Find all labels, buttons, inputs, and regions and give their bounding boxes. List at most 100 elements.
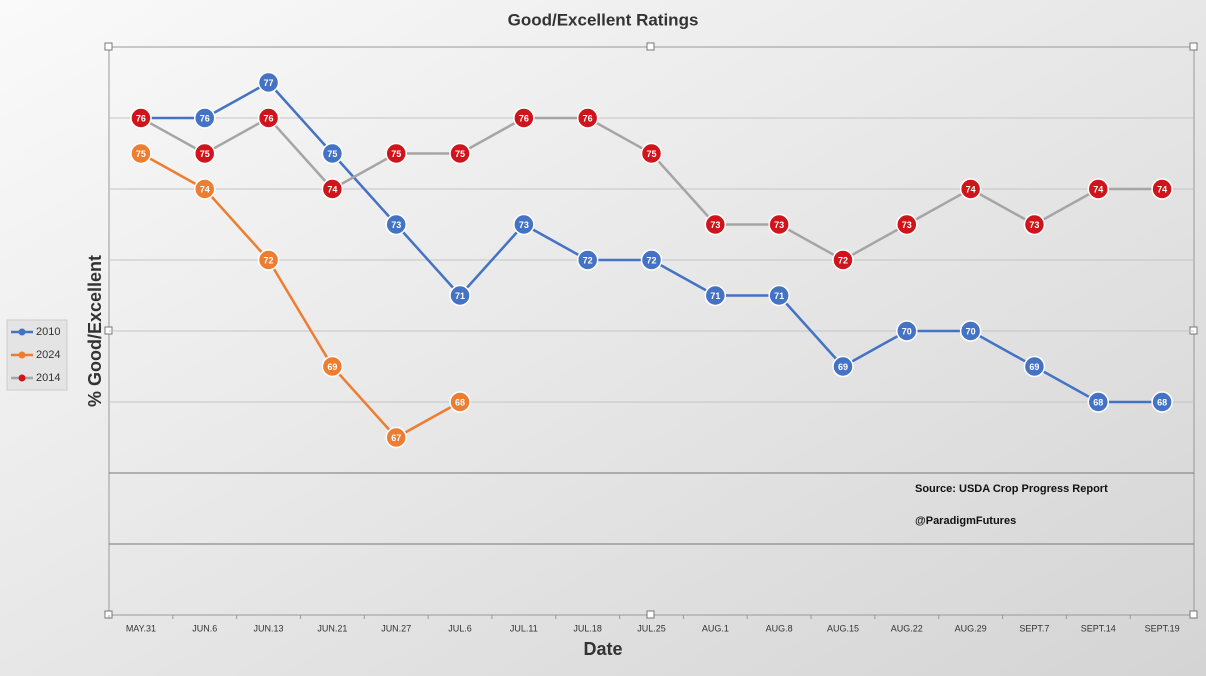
data-label: 68 bbox=[455, 397, 465, 407]
data-point bbox=[513, 213, 535, 236]
legend-marker bbox=[18, 328, 26, 336]
data-point bbox=[385, 142, 407, 165]
data-label: 75 bbox=[391, 149, 401, 159]
data-point bbox=[1087, 391, 1110, 413]
data-label: 75 bbox=[136, 149, 146, 159]
data-point bbox=[576, 249, 599, 271]
data-point bbox=[321, 355, 344, 378]
data-label: 73 bbox=[710, 220, 720, 230]
x-tick-label: JUL.11 bbox=[510, 623, 538, 633]
x-axis-title: Date bbox=[583, 639, 622, 659]
legend-label: 2010 bbox=[36, 326, 60, 338]
data-point bbox=[449, 284, 471, 307]
data-point bbox=[321, 178, 344, 200]
data-point bbox=[257, 107, 280, 129]
data-point bbox=[449, 142, 471, 165]
data-point bbox=[1087, 178, 1110, 200]
data-label: 74 bbox=[327, 184, 337, 194]
data-label: 72 bbox=[838, 255, 848, 265]
data-label: 72 bbox=[264, 255, 274, 265]
x-tick-label: SEPT.19 bbox=[1145, 623, 1180, 633]
annotation: @ParadigmFutures bbox=[915, 515, 1016, 527]
data-point bbox=[832, 355, 854, 378]
data-point bbox=[257, 71, 280, 94]
data-point bbox=[704, 284, 727, 307]
data-label: 73 bbox=[391, 220, 401, 230]
data-point bbox=[1023, 355, 1046, 378]
data-point bbox=[193, 178, 216, 200]
data-point bbox=[513, 107, 535, 129]
x-tick-label: AUG.1 bbox=[702, 623, 729, 633]
data-label: 74 bbox=[200, 184, 210, 194]
x-tick-label: MAY.31 bbox=[126, 623, 156, 633]
data-label: 73 bbox=[774, 220, 784, 230]
x-tick-label: AUG.29 bbox=[955, 623, 987, 633]
x-tick-label: JUN.6 bbox=[192, 623, 217, 633]
data-label: 73 bbox=[519, 220, 529, 230]
x-tick-label: SEPT.7 bbox=[1019, 623, 1049, 633]
data-label: 74 bbox=[966, 184, 976, 194]
data-label: 76 bbox=[200, 113, 210, 123]
data-point bbox=[257, 249, 280, 271]
x-tick-label: JUL.18 bbox=[573, 623, 602, 633]
data-label: 67 bbox=[391, 433, 401, 443]
data-label: 77 bbox=[264, 78, 274, 88]
series-line bbox=[140, 152, 461, 440]
x-tick-label: AUG.15 bbox=[827, 623, 859, 633]
data-label: 72 bbox=[646, 255, 656, 265]
data-point bbox=[832, 249, 854, 271]
data-label: 73 bbox=[902, 220, 912, 230]
data-point bbox=[768, 213, 790, 236]
legend-marker bbox=[18, 351, 26, 359]
x-tick-label: JUN.13 bbox=[254, 623, 284, 633]
data-label: 72 bbox=[583, 255, 593, 265]
data-label: 75 bbox=[455, 149, 465, 159]
legend-label: 2024 bbox=[36, 349, 60, 361]
data-point bbox=[193, 107, 216, 129]
data-label: 68 bbox=[1093, 397, 1103, 407]
data-point bbox=[640, 142, 663, 165]
data-point bbox=[1151, 391, 1173, 413]
annotation: Source: USDA Crop Progress Report bbox=[915, 483, 1108, 495]
data-label: 75 bbox=[646, 149, 656, 159]
data-label: 74 bbox=[1157, 184, 1167, 194]
data-label: 70 bbox=[966, 326, 976, 336]
data-point bbox=[640, 249, 663, 271]
y-axis-title: % Good/Excellent bbox=[85, 255, 105, 407]
data-point bbox=[385, 213, 407, 236]
data-point bbox=[130, 142, 152, 165]
data-label: 69 bbox=[327, 362, 337, 372]
data-label: 71 bbox=[710, 291, 720, 301]
data-point bbox=[959, 320, 982, 342]
data-point bbox=[896, 320, 918, 342]
data-label: 70 bbox=[902, 326, 912, 336]
x-tick-label: JUL.25 bbox=[637, 623, 666, 633]
data-point bbox=[449, 391, 471, 413]
x-tick-label: JUN.21 bbox=[317, 623, 347, 633]
data-label: 75 bbox=[200, 149, 210, 159]
data-label: 73 bbox=[1029, 220, 1039, 230]
x-tick-label: AUG.22 bbox=[891, 623, 923, 633]
data-label: 76 bbox=[519, 113, 529, 123]
data-label: 69 bbox=[1029, 362, 1039, 372]
data-point bbox=[321, 142, 344, 165]
data-label: 76 bbox=[264, 113, 274, 123]
data-label: 71 bbox=[455, 291, 465, 301]
data-label: 74 bbox=[1093, 184, 1103, 194]
data-label: 69 bbox=[838, 362, 848, 372]
x-tick-label: JUN.27 bbox=[381, 623, 411, 633]
data-point bbox=[896, 213, 918, 236]
data-label: 76 bbox=[583, 113, 593, 123]
legend-label: 2014 bbox=[36, 372, 60, 384]
data-label: 75 bbox=[327, 149, 337, 159]
x-tick-label: JUL.6 bbox=[448, 623, 472, 633]
data-label: 76 bbox=[136, 113, 146, 123]
data-label: 71 bbox=[774, 291, 784, 301]
data-label: 68 bbox=[1157, 397, 1167, 407]
x-tick-label: AUG.8 bbox=[766, 623, 793, 633]
data-point bbox=[704, 213, 727, 236]
data-point bbox=[1151, 178, 1173, 200]
